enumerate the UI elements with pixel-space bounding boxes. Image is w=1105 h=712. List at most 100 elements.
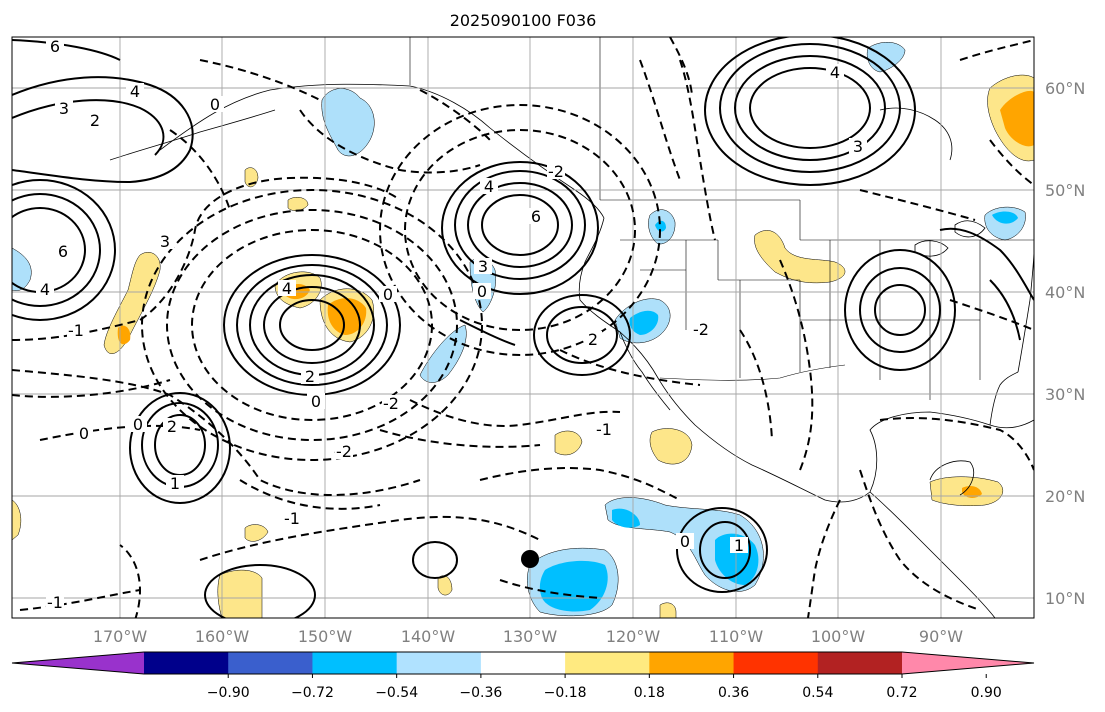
lon-tick-label: 140°W: [401, 627, 456, 646]
contour-label: 1: [734, 536, 744, 555]
contour-line: [959, 39, 1034, 61]
colorbar-outline: [11, 651, 1035, 675]
colorbar-swatch: [649, 652, 735, 674]
latitude-labels: 60°N 50°N 40°N 30°N 20°N 10°N: [1045, 79, 1085, 608]
colorbar-swatch: [565, 652, 650, 674]
contour-line: [734, 55, 886, 161]
contour-line: [679, 59, 716, 241]
contour-label-bg: [307, 393, 325, 409]
shade-region-neg: [321, 88, 375, 157]
contour-line: [166, 209, 458, 441]
colorbar-swatch: [396, 652, 482, 674]
contour-label-bg: [86, 112, 104, 128]
colorbar-tick-label: 0.90: [971, 685, 1002, 701]
contour-label-bg: [382, 395, 400, 411]
contour-line: [239, 479, 381, 510]
colorbar-tick-label: 0.54: [802, 685, 833, 701]
contour-label: 2: [167, 417, 177, 436]
contour-line: [379, 104, 661, 356]
colorbar-tick-label: −0.72: [291, 685, 334, 701]
contour-label: 3: [160, 232, 170, 251]
lat-tick-label: 30°N: [1045, 385, 1085, 404]
contour-label: 6: [531, 207, 541, 226]
contour-label-bg: [527, 208, 545, 224]
contour-line: [874, 284, 926, 336]
contour-line: [19, 589, 141, 611]
contour-label-bg: [46, 594, 64, 610]
colorbar-tick-label: −0.36: [459, 685, 502, 701]
contour-label: 0: [477, 282, 487, 301]
shade-region-pos: [659, 602, 677, 618]
contour-line: [859, 469, 981, 611]
shade-region-neg: [629, 310, 659, 335]
contour-line: [989, 279, 1021, 341]
colorbar-tick-label: −0.90: [207, 685, 250, 701]
contour-line: [12, 76, 194, 184]
contour-line: [454, 170, 586, 280]
colorbar-extend-high: [902, 652, 1034, 674]
contour-line: [279, 299, 345, 351]
contour-label: 0: [210, 95, 220, 114]
contour-line: [169, 129, 231, 211]
contour-line: [739, 329, 773, 441]
lon-tick-label: 110°W: [709, 627, 764, 646]
contour-line: [412, 541, 458, 579]
contour-label: -2: [383, 394, 399, 413]
contour-line: [419, 89, 491, 141]
lon-tick-label: 170°W: [93, 627, 148, 646]
contour-label-bg: [46, 38, 64, 54]
lat-tick-label: 60°N: [1045, 79, 1085, 98]
contour-label-bg: [156, 233, 174, 249]
contour-label-bg: [283, 510, 301, 526]
contour-line: [299, 109, 481, 174]
shade-region-neg: [539, 560, 608, 612]
contour-label: 3: [478, 257, 488, 276]
colorbar-swatch: [480, 652, 566, 674]
contour-label: 1: [170, 474, 180, 493]
contour-label-bg: [54, 243, 72, 259]
contour-label-bg: [75, 425, 93, 441]
contour-label-bg: [166, 475, 184, 491]
lon-tick-label: 130°W: [503, 627, 558, 646]
colorbar-swatch: [312, 652, 398, 674]
shade-region-neg: [12, 247, 32, 291]
contour-label: -2: [693, 320, 709, 339]
contour-label: 2: [588, 330, 598, 349]
shade-region-pos: [754, 230, 846, 284]
shade-region-neg: [992, 211, 1018, 224]
contour-line: [704, 37, 916, 186]
contour-line: [749, 67, 871, 149]
contour-label-bg: [826, 64, 844, 80]
coastline-westcoast-north: [578, 217, 871, 503]
contour-line: [12, 176, 401, 341]
contour-label: 4: [130, 82, 140, 101]
coastline-gulf: [869, 411, 1034, 493]
contour-line: [676, 507, 768, 593]
contour-line: [459, 319, 516, 346]
shade-region-pos: [244, 524, 269, 542]
map-area: 64320-1-236464-203420-2120-10-20432-1-21…: [12, 37, 1034, 618]
colorbar-extend-low: [12, 652, 144, 674]
contour-line: [533, 294, 631, 376]
contour-line: [129, 392, 231, 504]
contour-label: 4: [830, 63, 840, 82]
lon-tick-label: 100°W: [811, 627, 866, 646]
colorbar-swatch: [817, 652, 903, 674]
contour-label: -1: [68, 321, 84, 340]
contour-label-bg: [379, 286, 397, 302]
shade-region-pos: [1000, 90, 1034, 147]
contour-label-bg: [206, 96, 224, 112]
contour-line: [39, 424, 201, 441]
contour-line: [669, 37, 693, 96]
contour-line: [546, 306, 618, 364]
contour-label-bg: [67, 322, 85, 338]
contour-label-bg: [547, 163, 565, 179]
contour-line: [559, 349, 701, 386]
coastline-eastcoast: [1017, 249, 1034, 373]
contour-label-bg: [595, 421, 613, 437]
contour-label-bg: [473, 283, 491, 299]
contour-label: -1: [284, 509, 300, 528]
contour-line: [719, 43, 901, 173]
contour-label: 0: [680, 532, 690, 551]
colorbar-tick-label: 0.36: [718, 685, 749, 701]
